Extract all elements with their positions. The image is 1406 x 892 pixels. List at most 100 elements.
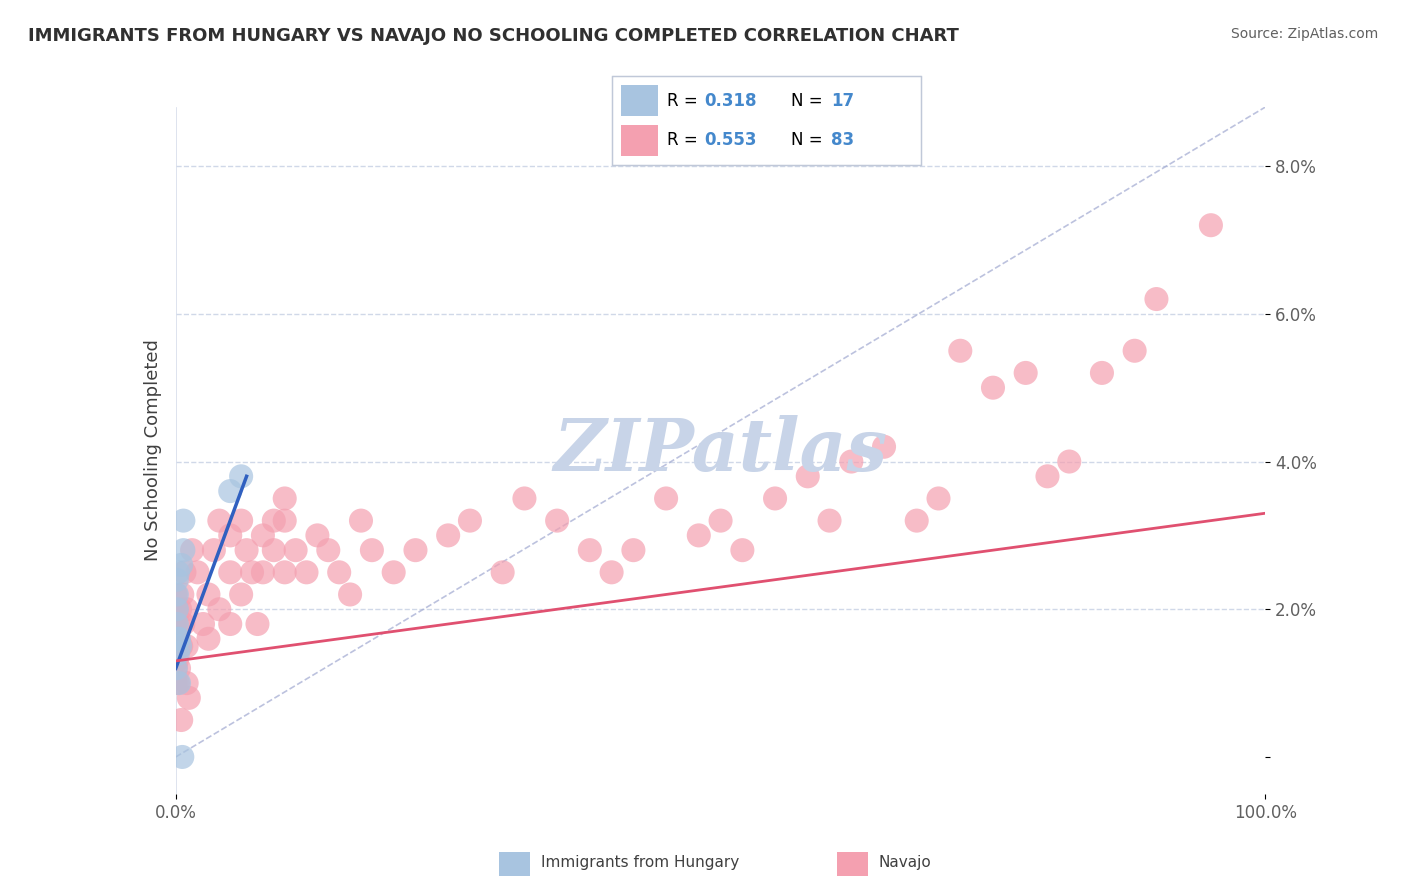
Point: [167, 676, 190, 690]
Point: [208, 602, 231, 616]
Point: [202, 543, 225, 558]
Point: [219, 484, 242, 499]
Point: [169, 602, 191, 616]
Point: [165, 661, 187, 675]
Point: [166, 602, 188, 616]
Point: [252, 528, 274, 542]
Point: [170, 713, 193, 727]
Point: [176, 676, 198, 690]
Point: [949, 343, 972, 358]
Point: [405, 543, 427, 558]
Text: N =: N =: [792, 92, 828, 110]
Point: [177, 690, 200, 705]
Point: [1144, 292, 1167, 306]
Point: [166, 654, 188, 668]
Point: [176, 602, 198, 616]
Point: [170, 639, 193, 653]
Text: R =: R =: [668, 92, 703, 110]
Point: [231, 587, 253, 601]
Point: [167, 639, 190, 653]
Point: [818, 514, 841, 528]
Point: [295, 566, 318, 580]
Point: [167, 676, 190, 690]
Bar: [621, 85, 658, 116]
Point: [167, 632, 190, 646]
Text: IMMIGRANTS FROM HUNGARY VS NAVAJO NO SCHOOLING COMPLETED CORRELATION CHART: IMMIGRANTS FROM HUNGARY VS NAVAJO NO SCH…: [28, 27, 959, 45]
Point: [172, 587, 194, 601]
Point: [172, 617, 194, 632]
Point: [208, 514, 231, 528]
Point: [307, 528, 329, 542]
Point: [274, 514, 297, 528]
Point: [219, 566, 242, 580]
Point: [170, 558, 193, 572]
Point: [655, 491, 678, 506]
Point: [1036, 469, 1059, 483]
Point: [546, 514, 568, 528]
Point: [437, 528, 460, 542]
Point: [197, 632, 219, 646]
Point: [905, 514, 928, 528]
Point: [710, 514, 733, 528]
Point: [167, 632, 190, 646]
Point: [166, 617, 188, 632]
Point: [763, 491, 786, 506]
Point: [165, 617, 187, 632]
Point: [165, 587, 187, 601]
Point: [382, 566, 405, 580]
Point: [172, 514, 194, 528]
Point: [350, 514, 373, 528]
Text: N =: N =: [792, 131, 828, 149]
Point: [173, 566, 195, 580]
Point: [274, 566, 297, 580]
Point: [621, 543, 644, 558]
Point: [167, 647, 190, 661]
Point: [191, 617, 214, 632]
Point: [167, 661, 190, 675]
Point: [165, 676, 187, 690]
Point: [167, 566, 190, 580]
Point: [796, 469, 818, 483]
Point: [166, 602, 188, 616]
Point: [873, 440, 896, 454]
Point: [167, 617, 190, 632]
Point: [219, 617, 242, 632]
Point: [231, 469, 253, 483]
Point: [513, 491, 536, 506]
Point: [1015, 366, 1038, 380]
Text: Navajo: Navajo: [879, 855, 932, 870]
Point: [928, 491, 950, 506]
Point: [579, 543, 602, 558]
Point: [186, 566, 209, 580]
Point: [1123, 343, 1146, 358]
Point: [731, 543, 754, 558]
Point: [166, 573, 188, 587]
Point: [600, 566, 623, 580]
Point: [284, 543, 307, 558]
Point: [169, 639, 191, 653]
Point: [166, 587, 188, 601]
Point: [841, 454, 863, 468]
Point: [176, 639, 198, 653]
Text: Source: ZipAtlas.com: Source: ZipAtlas.com: [1230, 27, 1378, 41]
Point: [246, 617, 269, 632]
Bar: [837, 852, 868, 876]
Y-axis label: No Schooling Completed: No Schooling Completed: [143, 340, 162, 561]
Point: [219, 528, 242, 542]
Text: 0.318: 0.318: [704, 92, 756, 110]
Point: [235, 543, 257, 558]
Point: [688, 528, 710, 542]
Point: [328, 566, 350, 580]
Text: R =: R =: [668, 131, 703, 149]
Point: [166, 632, 188, 646]
Point: [263, 514, 285, 528]
Bar: [621, 125, 658, 156]
Text: 17: 17: [831, 92, 855, 110]
Point: [172, 543, 194, 558]
Text: Immigrants from Hungary: Immigrants from Hungary: [541, 855, 740, 870]
Bar: [499, 852, 530, 876]
Point: [172, 750, 194, 764]
Point: [263, 543, 285, 558]
Point: [165, 661, 187, 675]
Point: [252, 566, 274, 580]
